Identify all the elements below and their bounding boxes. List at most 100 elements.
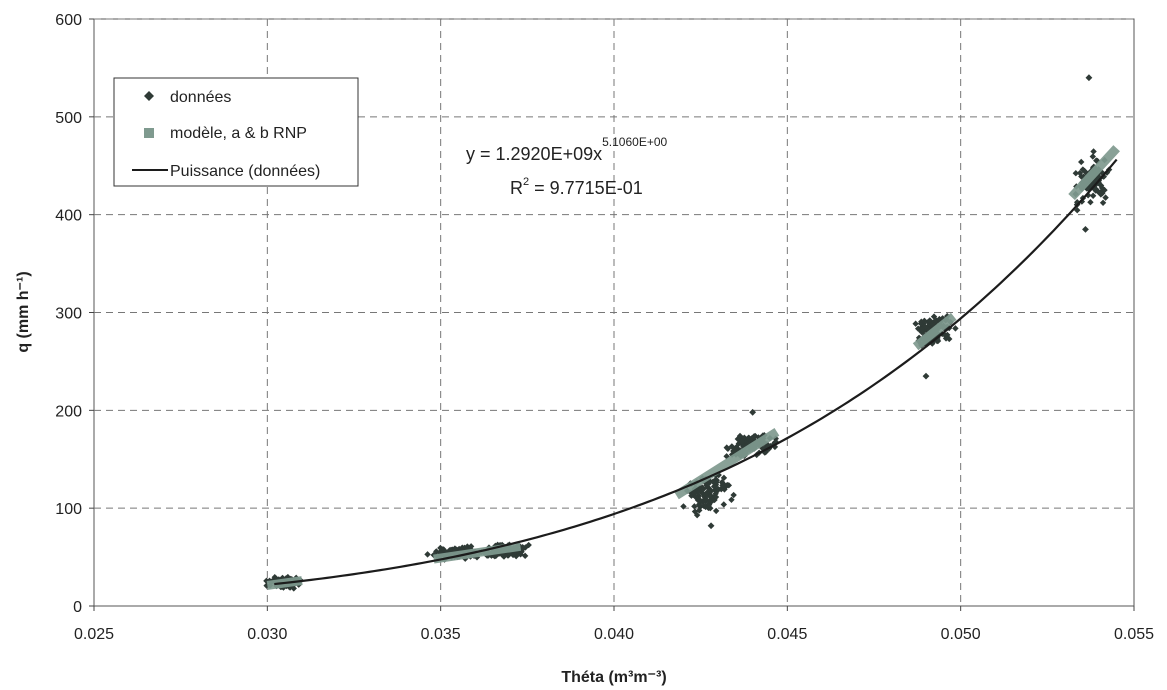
data-point [1076, 169, 1084, 177]
data-point [424, 551, 431, 558]
data-point [290, 585, 297, 592]
legend-label-puissance: Puissance (données) [170, 163, 320, 180]
x-tick-label: 0.050 [941, 626, 981, 643]
x-tick-label: 0.035 [421, 626, 461, 643]
equation-prefix: y = 1.2920E+09x [466, 144, 602, 164]
data-point [1087, 198, 1094, 206]
data-point [723, 444, 730, 451]
data-point [715, 486, 722, 493]
data-point [1090, 176, 1098, 183]
legend-diamond-icon [144, 91, 154, 101]
data-point [748, 438, 755, 445]
data-point [521, 552, 529, 560]
data-point [728, 443, 736, 450]
data-point [1089, 153, 1097, 160]
grid [94, 18, 1134, 606]
data-point [1074, 207, 1081, 214]
x-tick-label: 0.025 [74, 626, 114, 643]
legend-item-donnees: données [144, 89, 231, 106]
data-layer [263, 74, 1120, 592]
data-point [1102, 194, 1109, 201]
data-point [915, 334, 923, 341]
data-point [712, 493, 720, 501]
data-point [705, 501, 713, 508]
legend-item-puissance: Puissance (données) [132, 163, 320, 180]
data-point [680, 503, 687, 510]
data-point [749, 408, 757, 416]
data-point [745, 434, 752, 442]
data-point [734, 435, 742, 443]
data-point [931, 318, 939, 326]
data-point [710, 494, 717, 501]
data-point [1079, 166, 1087, 173]
data-point [772, 438, 780, 446]
data-point [736, 432, 744, 440]
data-point [914, 325, 922, 332]
data-point [1090, 148, 1097, 155]
data-point [525, 541, 532, 549]
data-point [918, 326, 926, 333]
y-axis: 0 100 200 300 400 500 600 [55, 12, 94, 616]
data-point [437, 544, 444, 552]
legend-square-icon [144, 128, 154, 138]
r2-superscript: 2 [523, 176, 529, 188]
data-point [728, 496, 735, 503]
y-tick-label: 0 [73, 599, 82, 616]
data-point [1081, 167, 1088, 175]
data-point [930, 313, 938, 320]
data-point [720, 501, 728, 508]
model-segment [1068, 145, 1120, 201]
data-point [500, 553, 508, 560]
data-point [750, 433, 758, 440]
r2-annotation: R2 = 9.7715E-01 [510, 176, 643, 198]
data-point [741, 434, 748, 441]
x-axis: 0.025 0.030 0.035 0.040 0.045 0.050 0.055 [74, 606, 1154, 643]
data-point [440, 546, 447, 553]
data-point [512, 548, 519, 556]
equation-exponent: 5.1060E+00 [602, 135, 667, 149]
legend: données modèle, a & b RNP Puissance (don… [113, 77, 359, 187]
data-point [1098, 184, 1106, 192]
y-tick-label: 600 [55, 12, 82, 29]
model-segment [912, 312, 957, 351]
legend-label-donnees: données [170, 89, 231, 106]
y-axis-title: q (mm h⁻¹) [15, 271, 32, 352]
data-point [707, 522, 715, 530]
data-point [1084, 192, 1092, 199]
equation-annotation: y = 1.2920E+09x5.1060E+00 [466, 135, 667, 164]
data-point [759, 445, 767, 453]
data-point [712, 490, 719, 498]
data-point [1099, 199, 1107, 206]
data-point [946, 335, 953, 343]
data-point [723, 453, 730, 460]
data-point [467, 545, 474, 553]
data-point [691, 490, 698, 497]
data-point [707, 498, 714, 505]
y-tick-label: 300 [55, 306, 82, 323]
data-point [691, 503, 698, 510]
x-axis-title: Théta (m³m⁻³) [561, 669, 666, 686]
power-fit-line [274, 158, 1118, 586]
data-point [735, 440, 743, 447]
data-point [936, 315, 943, 323]
y-tick-label: 500 [55, 110, 82, 127]
data-point [512, 552, 520, 560]
data-point [738, 438, 746, 445]
data-point [707, 505, 714, 512]
data-point [704, 477, 712, 485]
data-point [931, 322, 938, 329]
data-point [702, 495, 709, 503]
legend-label-modele: modèle, a & b RNP [170, 125, 307, 142]
data-point [918, 318, 925, 325]
data-point [952, 325, 959, 332]
data-point [755, 434, 762, 441]
data-point [922, 372, 930, 380]
y-tick-label: 200 [55, 403, 82, 420]
legend-box [113, 77, 359, 187]
data-point [707, 487, 715, 494]
data-point [1078, 158, 1085, 166]
data-point [1089, 192, 1097, 199]
data-point [730, 491, 737, 499]
y-tick-label: 100 [55, 501, 82, 518]
